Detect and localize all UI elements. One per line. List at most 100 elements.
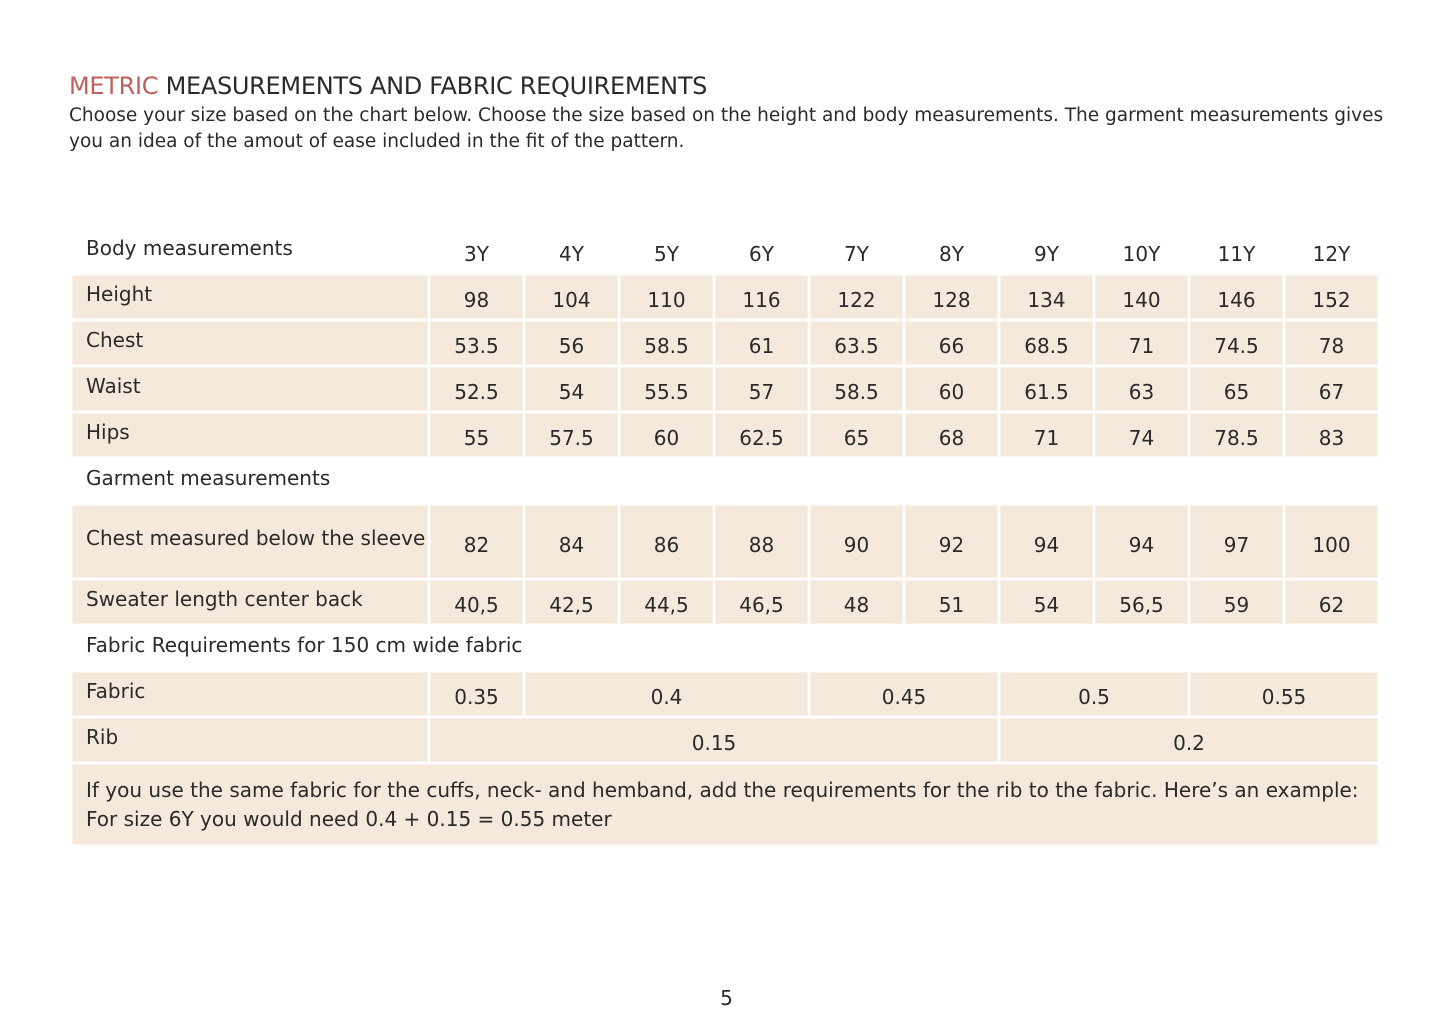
row-label: Chest measured below the sleeve	[72, 505, 428, 578]
size-header: 8Y	[939, 242, 964, 266]
size-header: 4Y	[559, 242, 584, 266]
cell: 67	[1285, 367, 1378, 411]
cell: 54	[525, 367, 618, 411]
intro: Choose your size based on the chart belo…	[69, 105, 1384, 152]
table-row: Rib 0.15 0.2	[72, 718, 1378, 762]
title: METRIC MEASUREMENTS AND FABRIC REQUIREME…	[69, 72, 707, 100]
cell: 146	[1190, 275, 1283, 319]
table-row: Chest 53.5 56 58.5 61 63.5 66 68.5 71 74.5 78	[72, 321, 1378, 365]
size-header: 11Y	[1217, 242, 1256, 266]
table-row: Hips 55 57.5 60 62.5 65 68 71 74 78.5 83	[72, 413, 1378, 457]
cell: 90	[810, 505, 903, 578]
table-row: Garment measurements	[73, 460, 1377, 502]
cell: 55.5	[620, 367, 713, 411]
cell: 61.5	[1000, 367, 1093, 411]
cell: 57.5	[525, 413, 618, 457]
size-table: Body measurements 3Y 4Y 5Y 6Y 7Y 8Y 9Y 10Y 11Y 12Y…	[69, 226, 1381, 848]
row-label: Fabric	[72, 672, 428, 716]
cell: 48	[810, 580, 903, 624]
cell: 97	[1190, 505, 1283, 578]
cell: 78.5	[1190, 413, 1283, 457]
cell: 54	[1000, 580, 1093, 624]
cell: 110	[620, 275, 713, 319]
cell: 66	[905, 321, 998, 365]
cell: 68	[905, 413, 998, 457]
row-label: Chest	[72, 321, 428, 365]
cell: 100	[1285, 505, 1378, 578]
cell: 58.5	[620, 321, 713, 365]
cell: 116	[715, 275, 808, 319]
cell: 57	[715, 367, 808, 411]
size-header: 12Y	[1312, 242, 1351, 266]
cell: 0.45	[810, 672, 998, 716]
cell: 60	[620, 413, 713, 457]
cell: 63	[1095, 367, 1188, 411]
cell: 71	[1095, 321, 1188, 365]
cell: 122	[810, 275, 903, 319]
cell: 62	[1285, 580, 1378, 624]
cell: 0.2	[1000, 718, 1378, 762]
cell: 82	[430, 505, 523, 578]
cell: 0.5	[1000, 672, 1188, 716]
page-number: 5	[720, 986, 733, 1010]
cell: 52.5	[430, 367, 523, 411]
cell: 88	[715, 505, 808, 578]
cell: 84	[525, 505, 618, 578]
table-row: Fabric Requirements for 150 cm wide fabr…	[73, 627, 1377, 669]
size-header: 3Y	[464, 242, 489, 266]
row-label: Rib	[72, 718, 428, 762]
cell: 86	[620, 505, 713, 578]
cell: 94	[1000, 505, 1093, 578]
cell: 62.5	[715, 413, 808, 457]
cell: 0.4	[525, 672, 808, 716]
cell: 94	[1095, 505, 1188, 578]
cell: 65	[810, 413, 903, 457]
cell: 63.5	[810, 321, 903, 365]
cell: 58.5	[810, 367, 903, 411]
cell: 56	[525, 321, 618, 365]
size-header: 5Y	[654, 242, 679, 266]
row-label: Height	[72, 275, 428, 319]
cell: 60	[905, 367, 998, 411]
cell: 53.5	[430, 321, 523, 365]
title-text: MEASUREMENTS AND FABRIC REQUIREMENTS	[165, 72, 708, 100]
size-header: 10Y	[1122, 242, 1161, 266]
row-label: Sweater length center back	[72, 580, 428, 624]
cell: 46,5	[715, 580, 808, 624]
cell: 61	[715, 321, 808, 365]
table-row: Body measurements 3Y 4Y 5Y 6Y 7Y 8Y 9Y 10Y 11Y 12Y	[73, 230, 1377, 272]
row-label: Hips	[72, 413, 428, 457]
cell: 0.35	[430, 672, 523, 716]
cell: 92	[905, 505, 998, 578]
table-row: Height 98 104 110 116 122 128 134 140 146 152	[72, 275, 1378, 319]
table-row: Chest measured below the sleeve 82 84 86 88 9…	[72, 505, 1378, 578]
cell: 140	[1095, 275, 1188, 319]
row-label: Body measurements	[86, 235, 293, 260]
cell: 51	[905, 580, 998, 624]
cell: 0.15	[430, 718, 998, 762]
cell: 42,5	[525, 580, 618, 624]
cell: 0.55	[1190, 672, 1378, 716]
cell: 40,5	[430, 580, 523, 624]
cell: 55	[430, 413, 523, 457]
table-row: If you use the same fabric for the cuffs…	[72, 764, 1378, 845]
row-label: Waist	[72, 367, 428, 411]
cell: 44,5	[620, 580, 713, 624]
cell: 65	[1190, 367, 1283, 411]
table-row: Waist 52.5 54 55.5 57 58.5 60 61.5 63 65 67	[72, 367, 1378, 411]
table-row: Sweater length center back 40,5 42,5 44,5 46…	[72, 580, 1378, 624]
cell: 104	[525, 275, 618, 319]
cell: 68.5	[1000, 321, 1093, 365]
note: If you use the same fabric for the cuffs…	[72, 764, 1378, 845]
cell: 152	[1285, 275, 1378, 319]
title-accent: METRIC	[69, 72, 159, 100]
cell: 71	[1000, 413, 1093, 457]
size-header: 7Y	[844, 242, 869, 266]
cell: 83	[1285, 413, 1378, 457]
cell: 78	[1285, 321, 1378, 365]
cell: 56,5	[1095, 580, 1188, 624]
cell: 74	[1095, 413, 1188, 457]
cell: 59	[1190, 580, 1283, 624]
table-row: Fabric 0.35 0.4 0.45 0.5 0.55	[72, 672, 1378, 716]
